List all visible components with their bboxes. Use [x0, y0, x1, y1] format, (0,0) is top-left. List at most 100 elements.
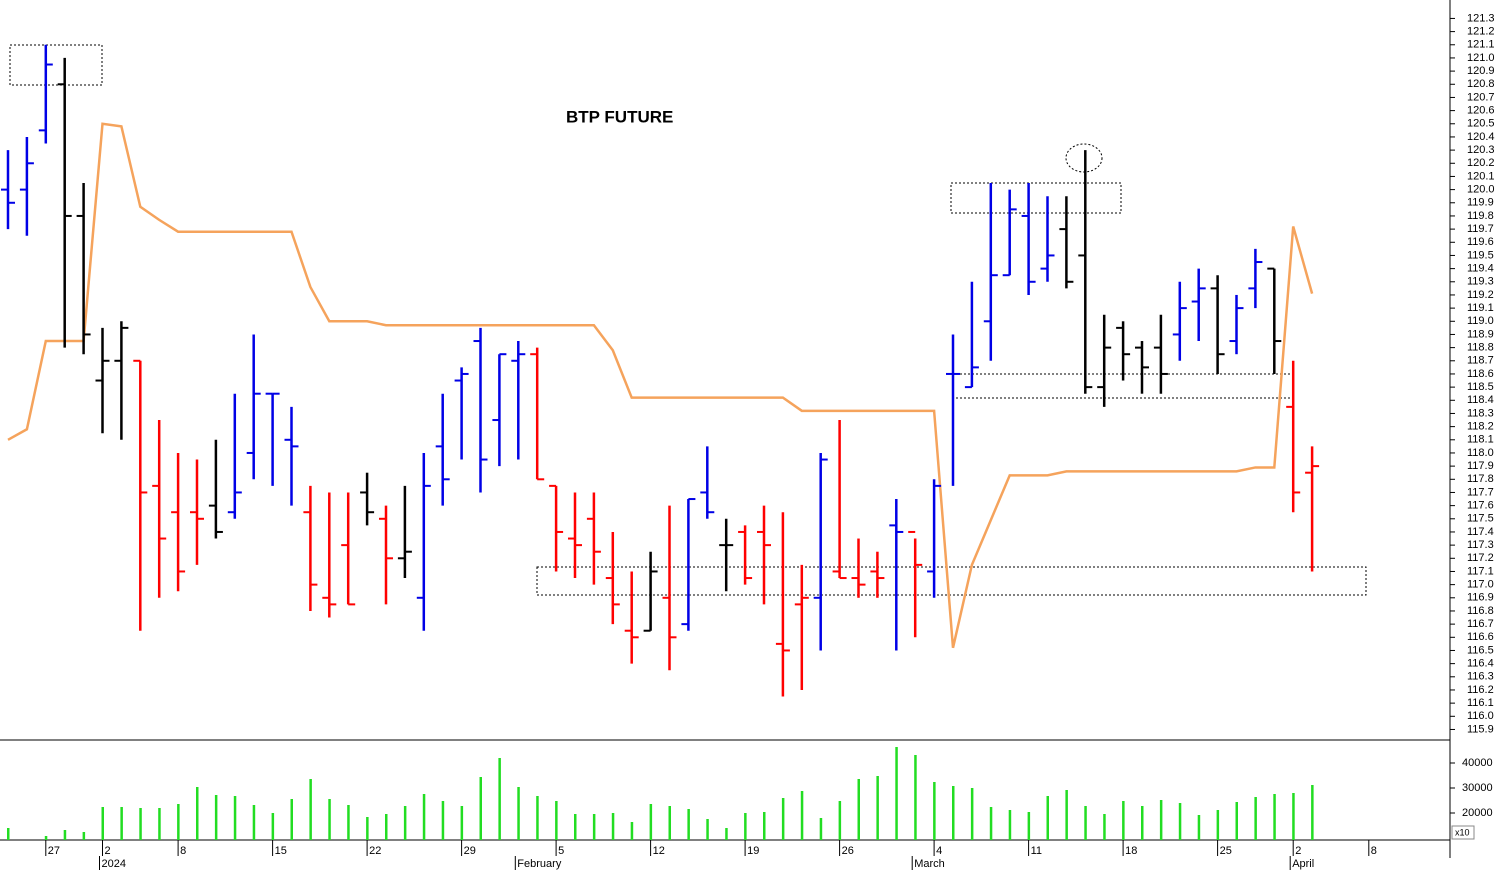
- volume-bar: [1008, 810, 1012, 840]
- volume-bar: [271, 813, 275, 840]
- volume-bar: [196, 787, 199, 840]
- y-tick-label: 119.5: [1467, 249, 1494, 261]
- y-tick-label: 117.2: [1467, 552, 1494, 564]
- volume-bar: [63, 830, 67, 840]
- volume-bar: [1065, 790, 1068, 840]
- volume-bar: [214, 795, 218, 840]
- volume-bar: [687, 809, 690, 840]
- volume-bar: [460, 806, 464, 840]
- y-tick-label: 117.1: [1467, 565, 1494, 577]
- x-tick-label: 2: [1295, 845, 1301, 857]
- y-tick-label: 120.6: [1467, 105, 1495, 117]
- volume-bar: [1046, 796, 1049, 840]
- y-tick-label: 115.9: [1467, 723, 1494, 735]
- y-tick-label: 118.0: [1467, 447, 1494, 459]
- x-tick-label: 11: [1031, 845, 1042, 857]
- y-tick-label: 116.2: [1467, 684, 1494, 696]
- volume-bar: [441, 801, 445, 840]
- unit-label: x10: [1455, 827, 1470, 837]
- volume-bar: [649, 804, 653, 840]
- y-tick-label: 119.4: [1467, 263, 1494, 275]
- x-tick-label: 19: [747, 845, 759, 857]
- volume-bar: [838, 801, 842, 840]
- volume-bar: [233, 796, 237, 840]
- y-tick-label: 118.4: [1467, 394, 1494, 406]
- y-tick-label: 118.9: [1467, 328, 1494, 340]
- y-tick-label: 121.0: [1467, 52, 1495, 64]
- y-tick-label: 119.9: [1467, 197, 1494, 209]
- y-tick-label: 121.1: [1467, 39, 1495, 51]
- volume-bar: [744, 813, 747, 840]
- volume-bar: [725, 828, 728, 840]
- volume-tick-label: 40000: [1462, 757, 1493, 769]
- month-label: 2024: [102, 858, 126, 870]
- volume-bar: [819, 818, 823, 840]
- volume-bar: [933, 782, 936, 840]
- x-tick-label: 8: [180, 845, 186, 857]
- y-tick-label: 116.7: [1467, 618, 1494, 630]
- volume-bar: [536, 796, 539, 840]
- volume-tick-label: 30000: [1462, 782, 1493, 794]
- y-tick-label: 120.0: [1467, 184, 1495, 196]
- x-tick-label: 4: [936, 845, 942, 857]
- y-tick-label: 120.2: [1467, 157, 1495, 169]
- chart-title: BTP FUTURE: [566, 107, 673, 126]
- volume-bar: [876, 776, 879, 840]
- volume-bar: [177, 804, 180, 840]
- y-tick-label: 116.5: [1467, 644, 1494, 656]
- month-label: February: [517, 858, 562, 870]
- annotation-box: [536, 566, 1367, 596]
- y-tick-label: 118.7: [1467, 355, 1494, 367]
- x-tick-label: 27: [48, 845, 60, 857]
- y-tick-label: 116.6: [1467, 631, 1494, 643]
- volume-bar: [781, 798, 785, 840]
- y-tick-label: 118.6: [1467, 368, 1494, 380]
- volume-bar: [611, 813, 615, 840]
- y-tick-label: 119.1: [1467, 302, 1494, 314]
- y-tick-label: 118.1: [1467, 434, 1494, 446]
- volume-bar: [422, 794, 426, 840]
- y-tick-label: 119.6: [1467, 236, 1494, 248]
- y-tick-label: 116.8: [1467, 605, 1494, 617]
- y-tick-label: 120.9: [1467, 65, 1495, 77]
- volume-bar: [44, 836, 48, 840]
- y-tick-label: 119.3: [1467, 276, 1494, 288]
- volume-bar: [252, 805, 256, 840]
- volume-bar: [592, 814, 596, 840]
- volume-bar: [668, 806, 671, 840]
- y-tick-label: 116.4: [1467, 658, 1494, 670]
- volume-bar: [479, 777, 482, 840]
- y-tick-label: 120.3: [1467, 144, 1495, 156]
- volume-bar: [1235, 802, 1238, 840]
- y-tick-label: 119.0: [1467, 315, 1494, 327]
- x-tick-label: 5: [558, 845, 564, 857]
- y-tick-label: 117.9: [1467, 460, 1494, 472]
- y-tick-label: 120.8: [1467, 78, 1495, 90]
- volume-bar: [574, 814, 577, 840]
- month-label: April: [1292, 858, 1314, 870]
- annotation-box: [950, 182, 1122, 214]
- y-tick-label: 119.2: [1467, 289, 1494, 301]
- y-tick-label: 117.5: [1467, 513, 1494, 525]
- volume-bar: [1292, 793, 1295, 840]
- y-tick-label: 120.4: [1467, 131, 1495, 143]
- x-tick-label: 2: [105, 845, 111, 857]
- volume-bar: [1027, 812, 1031, 840]
- volume-bar: [347, 805, 350, 840]
- y-tick-label: 121.2: [1467, 26, 1495, 38]
- volume-bar: [366, 817, 369, 840]
- volume-bar: [1197, 815, 1201, 840]
- annotation-circle: [1065, 143, 1103, 173]
- volume-bar: [385, 814, 388, 840]
- volume-bar: [706, 819, 709, 840]
- x-tick-label: 29: [464, 845, 476, 857]
- x-tick-label: 12: [653, 845, 665, 857]
- volume-bar: [7, 828, 10, 840]
- volume-bar: [914, 755, 917, 840]
- volume-bar: [630, 822, 634, 840]
- y-tick-label: 118.2: [1467, 421, 1494, 433]
- volume-bar: [120, 807, 123, 840]
